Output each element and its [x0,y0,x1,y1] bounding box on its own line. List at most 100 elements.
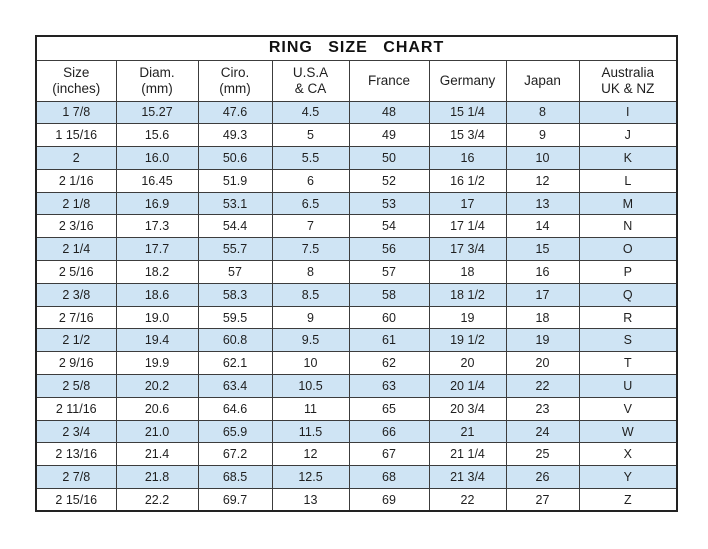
table-cell: 17.3 [115,214,199,239]
table-cell: 62.1 [197,351,273,376]
table-cell: 15.6 [115,123,199,148]
table-cell: 9.5 [271,328,350,353]
table-cell: 22 [428,488,507,512]
table-cell: 8.5 [271,282,350,307]
table-cell: 49 [348,123,430,148]
table-cell: 11 [271,396,350,421]
table-cell: U [578,374,678,398]
table-cell: 58 [348,282,430,307]
table-cell: 50 [348,146,430,170]
table-cell: 57 [348,260,430,284]
table-cell: 2 3/4 [35,419,117,444]
table-cell: 59.5 [197,305,273,330]
table-cell: 16.45 [115,168,199,193]
column-header-usa-ca: U.S.A & CA [271,59,350,102]
table-cell: 2 7/8 [35,465,117,490]
table-cell: 17 1/4 [428,214,507,239]
table-cell: 53.1 [197,191,273,216]
table-cell: 15 1/4 [428,100,507,125]
table-cell: M [578,191,678,216]
table-cell: L [578,168,678,193]
table-cell: X [578,442,678,467]
table-cell: 16.9 [115,191,199,216]
table-cell: 47.6 [197,100,273,125]
table-row: 2 1/2 19.4 60.8 9.5 61 19 1/2 19 S [35,328,678,353]
table-cell: 19.0 [115,305,199,330]
table-cell: 12 [505,168,580,193]
table-cell: 15 [505,237,580,262]
table-row: 2 5/8 20.2 63.4 10.5 63 20 1/4 22 U [35,374,678,398]
table-cell: 17 [505,282,580,307]
table-cell: 10.5 [271,374,350,398]
column-header-australia-uk-nz: Australia UK & NZ [578,59,678,102]
table-cell: 51.9 [197,168,273,193]
table-row: 2 16.0 50.6 5.5 50 16 10 K [35,146,678,170]
table-cell: 16 [428,146,507,170]
table-cell: 16 1/2 [428,168,507,193]
table-cell: 49.3 [197,123,273,148]
table-cell: 55.7 [197,237,273,262]
table-cell: 7 [271,214,350,239]
table-body: 1 7/8 15.27 47.6 4.5 48 15 1/4 8 I 1 15/16 15.6 49… [35,100,678,512]
table-cell: 2 1/16 [35,168,117,193]
table-cell: 20.2 [115,374,199,398]
table-cell: 63 [348,374,430,398]
table-cell: 21.4 [115,442,199,467]
table-cell: 69.7 [197,488,273,512]
table-cell: 10 [505,146,580,170]
table-cell: 9 [271,305,350,330]
table-row: 2 3/8 18.6 58.3 8.5 58 18 1/2 17 Q [35,282,678,307]
table-cell: 1 7/8 [35,100,117,125]
table-cell: 18 1/2 [428,282,507,307]
table-cell: 20 1/4 [428,374,507,398]
table-row: 2 13/16 21.4 67.2 12 67 21 1/4 25 X [35,442,678,467]
table-cell: 2 11/16 [35,396,117,421]
table-row: 2 15/16 22.2 69.7 13 69 22 27 Z [35,488,678,512]
table-cell: 61 [348,328,430,353]
table-cell: 50.6 [197,146,273,170]
table-cell: Z [578,488,678,512]
table-cell: 2 13/16 [35,442,117,467]
table-cell: 17 [428,191,507,216]
table-cell: N [578,214,678,239]
table-cell: 13 [271,488,350,512]
table-cell: S [578,328,678,353]
table-cell: I [578,100,678,125]
table-cell: 66 [348,419,430,444]
column-header-size-inches: Size (inches) [35,59,117,102]
table-cell: 67.2 [197,442,273,467]
table-cell: 1 15/16 [35,123,117,148]
table-cell: 14 [505,214,580,239]
table-cell: 11.5 [271,419,350,444]
table-cell: 65.9 [197,419,273,444]
table-cell: 68 [348,465,430,490]
table-cell: 6.5 [271,191,350,216]
table-cell: P [578,260,678,284]
table-row: 2 7/8 21.8 68.5 12.5 68 21 3/4 26 Y [35,465,678,490]
table-cell: 12.5 [271,465,350,490]
table-cell: 21 [428,419,507,444]
table-row: 1 15/16 15.6 49.3 5 49 15 3/4 9 J [35,123,678,148]
column-header-france: France [348,59,430,102]
table-cell: 4.5 [271,100,350,125]
table-cell: 2 1/8 [35,191,117,216]
table-cell: 9 [505,123,580,148]
table-cell: 7.5 [271,237,350,262]
table-cell: 5.5 [271,146,350,170]
table-row: 2 3/16 17.3 54.4 7 54 17 1/4 14 N [35,214,678,239]
table-cell: 60.8 [197,328,273,353]
table-cell: 2 3/8 [35,282,117,307]
table-cell: 2 5/8 [35,374,117,398]
table-cell: 22.2 [115,488,199,512]
column-header-row: Size (inches) Diam. (mm) Ciro. (mm) U.S.A & CA F… [35,59,678,102]
table-cell: 2 5/16 [35,260,117,284]
table-cell: 57 [197,260,273,284]
table-cell: 58.3 [197,282,273,307]
table-cell: 12 [271,442,350,467]
table-cell: 21.8 [115,465,199,490]
table-row: 2 11/16 20.6 64.6 11 65 20 3/4 23 V [35,396,678,421]
table-cell: Q [578,282,678,307]
table-cell: 2 1/2 [35,328,117,353]
column-header-germany: Germany [428,59,507,102]
table-cell: 16 [505,260,580,284]
